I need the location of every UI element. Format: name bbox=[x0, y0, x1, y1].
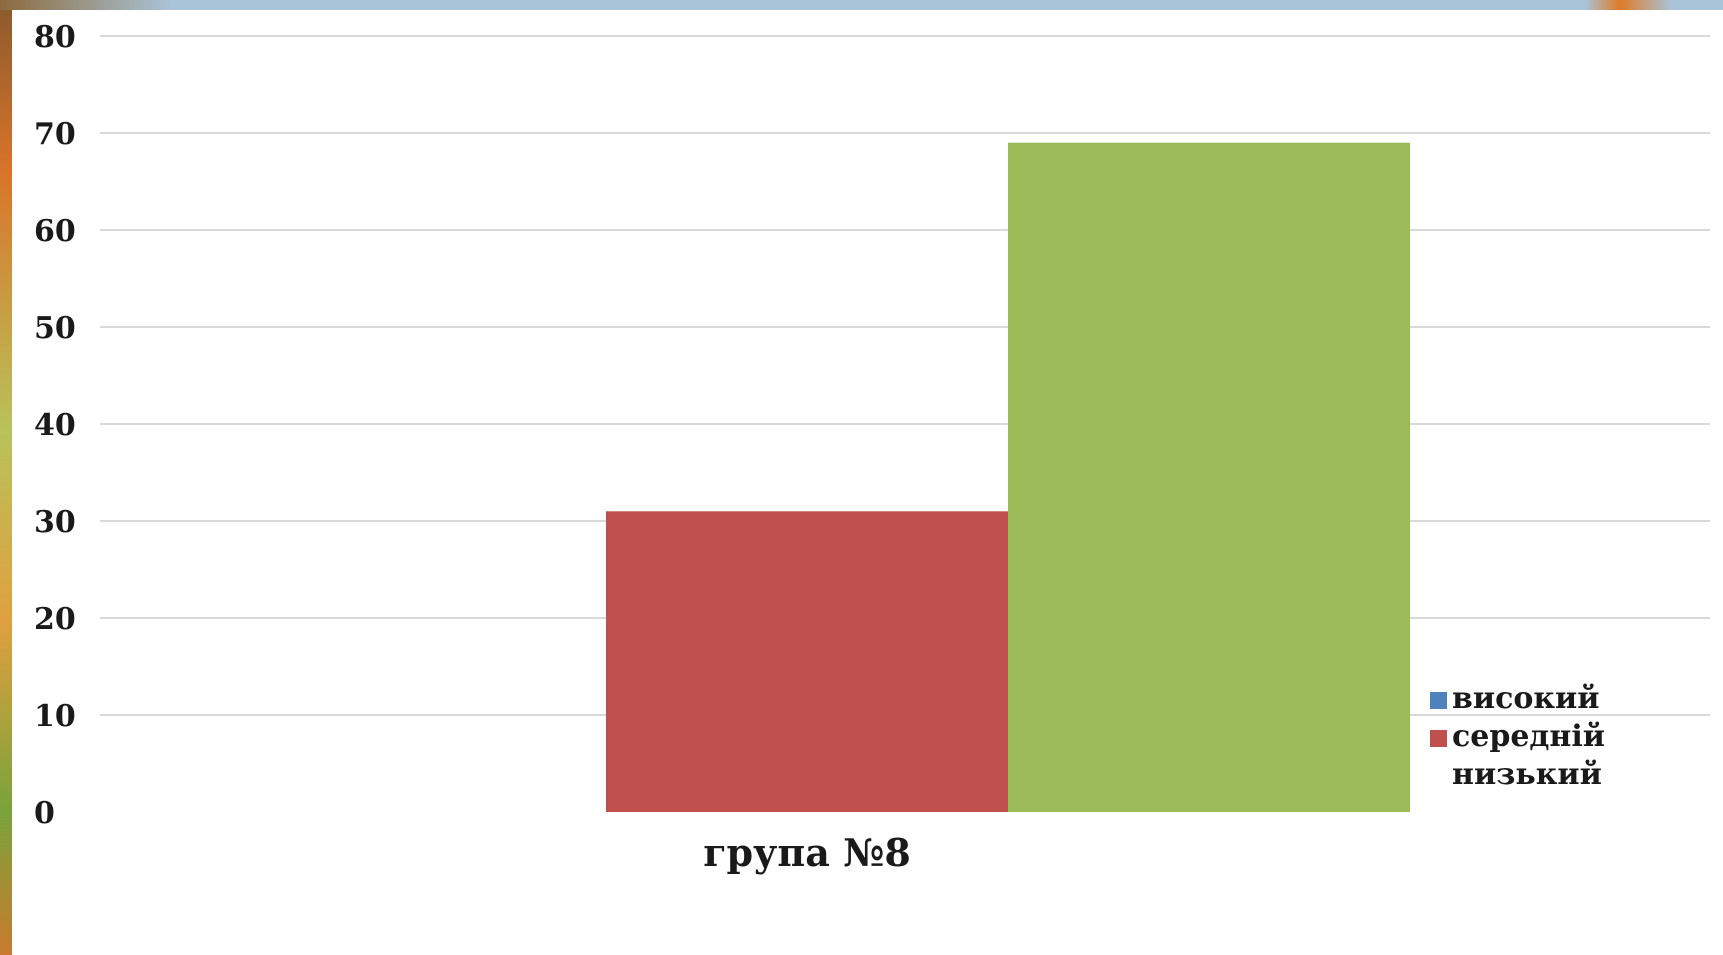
y-axis-ticks: 0 10 20 30 40 50 60 70 80 bbox=[34, 20, 76, 831]
y-tick-label: 0 bbox=[34, 796, 55, 831]
y-tick-label: 70 bbox=[34, 117, 76, 152]
y-tick-label: 10 bbox=[34, 699, 76, 734]
background-decoration bbox=[0, 0, 12, 955]
y-tick-label: 80 bbox=[34, 20, 76, 55]
y-tick-label: 20 bbox=[34, 602, 76, 637]
bars bbox=[606, 142, 1410, 812]
legend-label: низький bbox=[1452, 757, 1602, 792]
legend-label: високий bbox=[1452, 681, 1600, 716]
y-tick-label: 50 bbox=[34, 311, 76, 346]
bar-середній bbox=[606, 511, 1008, 812]
y-tick-label: 60 bbox=[34, 214, 76, 249]
legend-swatch bbox=[1430, 730, 1447, 747]
bar-низький bbox=[1008, 142, 1410, 812]
x-axis-categories: група №8 bbox=[703, 830, 911, 875]
y-tick-label: 40 bbox=[34, 408, 76, 443]
background-decoration-top bbox=[0, 0, 1723, 10]
y-tick-label: 30 bbox=[34, 505, 76, 540]
x-category-label: група №8 bbox=[703, 830, 911, 875]
legend-label: середній bbox=[1452, 719, 1605, 754]
legend-swatch bbox=[1430, 692, 1447, 709]
